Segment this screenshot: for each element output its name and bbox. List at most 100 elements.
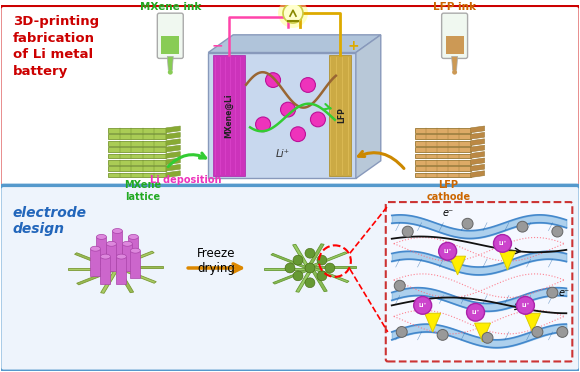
Polygon shape <box>329 55 351 176</box>
Ellipse shape <box>107 241 117 246</box>
Polygon shape <box>415 134 470 139</box>
Bar <box>161 36 179 55</box>
Polygon shape <box>108 147 166 152</box>
Circle shape <box>552 226 563 237</box>
Text: electrode
design: electrode design <box>13 206 86 236</box>
Circle shape <box>291 127 306 142</box>
Polygon shape <box>108 166 166 171</box>
Polygon shape <box>296 268 313 292</box>
Text: Li⁺: Li⁺ <box>521 303 530 308</box>
Polygon shape <box>470 145 484 152</box>
Polygon shape <box>470 139 484 145</box>
Polygon shape <box>113 251 154 268</box>
Text: Li⁺: Li⁺ <box>419 303 427 308</box>
Circle shape <box>494 235 512 252</box>
Polygon shape <box>308 252 347 268</box>
Polygon shape <box>166 171 180 177</box>
Polygon shape <box>310 267 349 283</box>
Polygon shape <box>108 160 166 165</box>
Circle shape <box>325 263 335 273</box>
Polygon shape <box>264 268 310 270</box>
Circle shape <box>516 296 534 314</box>
Polygon shape <box>117 257 126 284</box>
Circle shape <box>394 280 405 291</box>
Polygon shape <box>474 323 491 342</box>
Polygon shape <box>97 243 115 269</box>
Text: MXene@Li: MXene@Li <box>224 93 234 138</box>
Polygon shape <box>310 266 356 268</box>
Circle shape <box>305 263 315 273</box>
Polygon shape <box>166 132 180 139</box>
Polygon shape <box>470 164 484 171</box>
Text: MXene ink: MXene ink <box>140 2 201 12</box>
Polygon shape <box>310 267 327 292</box>
Polygon shape <box>293 244 310 269</box>
Polygon shape <box>122 244 132 271</box>
Circle shape <box>293 255 303 265</box>
Ellipse shape <box>122 241 132 246</box>
Polygon shape <box>470 132 484 139</box>
Polygon shape <box>307 244 324 268</box>
Circle shape <box>557 327 568 337</box>
Text: Li⁺: Li⁺ <box>472 310 480 315</box>
Text: drying: drying <box>197 262 235 275</box>
Polygon shape <box>113 231 122 259</box>
Polygon shape <box>130 251 140 278</box>
FancyBboxPatch shape <box>0 5 580 190</box>
Polygon shape <box>415 128 470 133</box>
Circle shape <box>317 271 327 281</box>
Polygon shape <box>213 55 245 176</box>
Circle shape <box>466 304 484 321</box>
Circle shape <box>462 218 473 229</box>
Polygon shape <box>470 171 484 177</box>
Polygon shape <box>415 154 470 158</box>
Polygon shape <box>415 141 470 145</box>
Circle shape <box>283 3 303 23</box>
Circle shape <box>437 330 448 340</box>
Circle shape <box>310 112 325 127</box>
Circle shape <box>285 263 295 273</box>
Polygon shape <box>415 166 470 171</box>
FancyBboxPatch shape <box>441 13 467 58</box>
Circle shape <box>256 117 270 132</box>
Polygon shape <box>166 145 180 152</box>
Polygon shape <box>67 268 115 270</box>
Polygon shape <box>499 251 516 270</box>
Text: LFP: LFP <box>338 108 346 124</box>
Text: 3D-printing
fabrication
of Li metal
battery: 3D-printing fabrication of Li metal batt… <box>13 15 99 78</box>
FancyBboxPatch shape <box>157 13 183 58</box>
Polygon shape <box>115 267 133 293</box>
Circle shape <box>547 287 558 298</box>
Circle shape <box>266 73 281 87</box>
Circle shape <box>532 327 543 337</box>
Ellipse shape <box>90 246 100 251</box>
Polygon shape <box>470 151 484 158</box>
Ellipse shape <box>117 254 126 259</box>
Bar <box>445 36 463 55</box>
Polygon shape <box>166 158 180 165</box>
Polygon shape <box>450 256 466 275</box>
Circle shape <box>293 271 303 281</box>
Circle shape <box>278 0 308 28</box>
Ellipse shape <box>100 254 110 259</box>
Polygon shape <box>166 126 180 133</box>
Circle shape <box>414 296 432 314</box>
Text: MXene
lattice: MXene lattice <box>124 180 161 202</box>
Circle shape <box>452 70 457 75</box>
Polygon shape <box>166 164 180 171</box>
Text: LFP
cathode: LFP cathode <box>426 180 471 202</box>
Polygon shape <box>166 139 180 145</box>
Polygon shape <box>108 141 166 145</box>
Polygon shape <box>96 237 107 264</box>
Polygon shape <box>425 313 441 332</box>
Circle shape <box>305 278 315 288</box>
Text: Li⁺: Li⁺ <box>444 249 452 254</box>
Polygon shape <box>107 244 117 271</box>
Text: Li⁺: Li⁺ <box>276 149 290 159</box>
Ellipse shape <box>113 228 122 234</box>
Circle shape <box>517 221 528 232</box>
Text: e⁻: e⁻ <box>559 288 570 298</box>
Polygon shape <box>167 57 173 70</box>
Polygon shape <box>128 237 139 264</box>
Polygon shape <box>415 147 470 152</box>
